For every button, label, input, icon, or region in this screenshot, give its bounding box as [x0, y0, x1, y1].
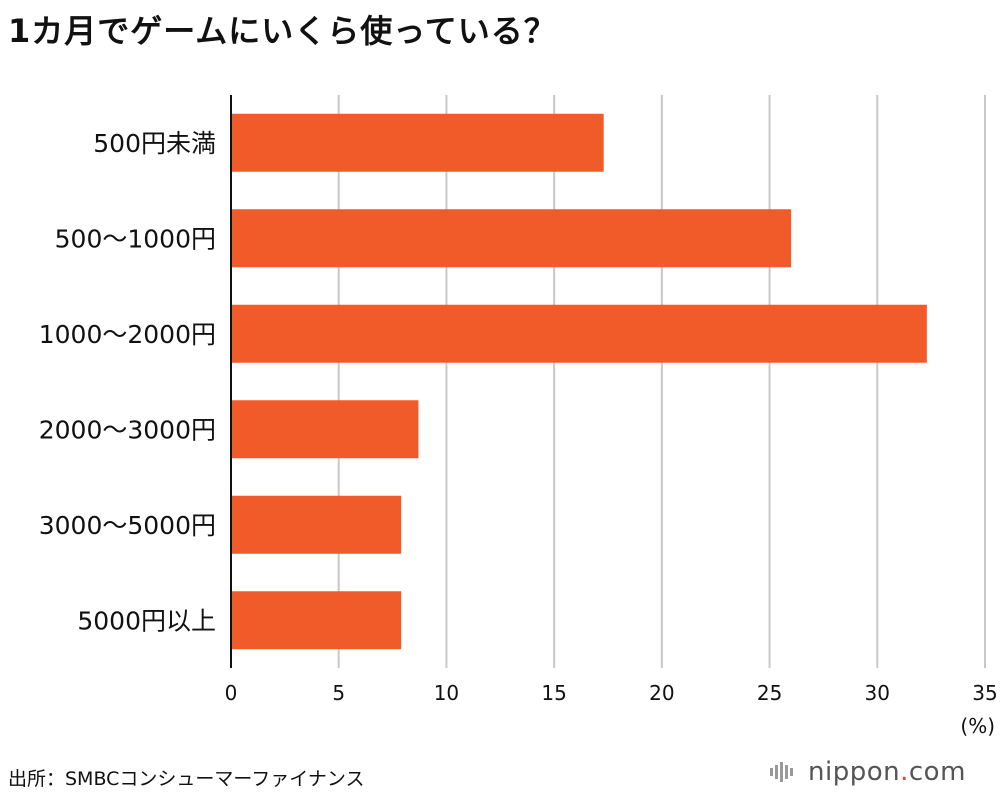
source-note: 出所：SMBCコンシューマーファイナンス [8, 768, 365, 790]
x-tick-label: 10 [434, 681, 459, 705]
x-tick-label: 5 [332, 681, 345, 705]
bar [231, 304, 927, 363]
labels: 0 5 10 15 20 25 30 35 (%) 500円未満 500〜1000円 1000〜200… [39, 129, 998, 738]
category-label: 1000〜2000円 [39, 320, 216, 349]
bar [231, 209, 792, 268]
bars [231, 113, 927, 650]
logo-icon [770, 762, 793, 782]
x-tick-label: 0 [225, 681, 238, 705]
x-tick-label: 20 [649, 681, 674, 705]
category-label: 5000円以上 [77, 606, 216, 635]
brand-logo[interactable]: nippon.com [770, 757, 966, 787]
logo-wordmark: nippon.com [808, 757, 966, 787]
bar [231, 591, 402, 650]
logo-name: nippon [808, 757, 901, 787]
x-tick-label: 15 [541, 681, 566, 705]
bar [231, 113, 604, 172]
logo-tld: com [908, 757, 966, 787]
category-label: 3000〜5000円 [39, 511, 216, 540]
category-label: 2000〜3000円 [39, 415, 216, 444]
logo-dot: . [900, 757, 909, 787]
x-tick-label: 30 [865, 681, 890, 705]
grid-lines [337, 95, 986, 668]
category-label: 500〜1000円 [55, 224, 216, 253]
bar [231, 495, 402, 554]
chart-title: 1カ月でゲームにいくら使っている？ [8, 12, 557, 50]
bar-chart: 0 5 10 15 20 25 30 35 (%) 500円未満 500〜1000円 1000〜200… [39, 95, 998, 738]
x-unit-label: (%) [960, 714, 995, 738]
category-label: 500円未満 [93, 129, 216, 158]
bar [231, 400, 419, 459]
x-tick-label: 35 [972, 681, 997, 705]
x-tick-label: 25 [757, 681, 782, 705]
